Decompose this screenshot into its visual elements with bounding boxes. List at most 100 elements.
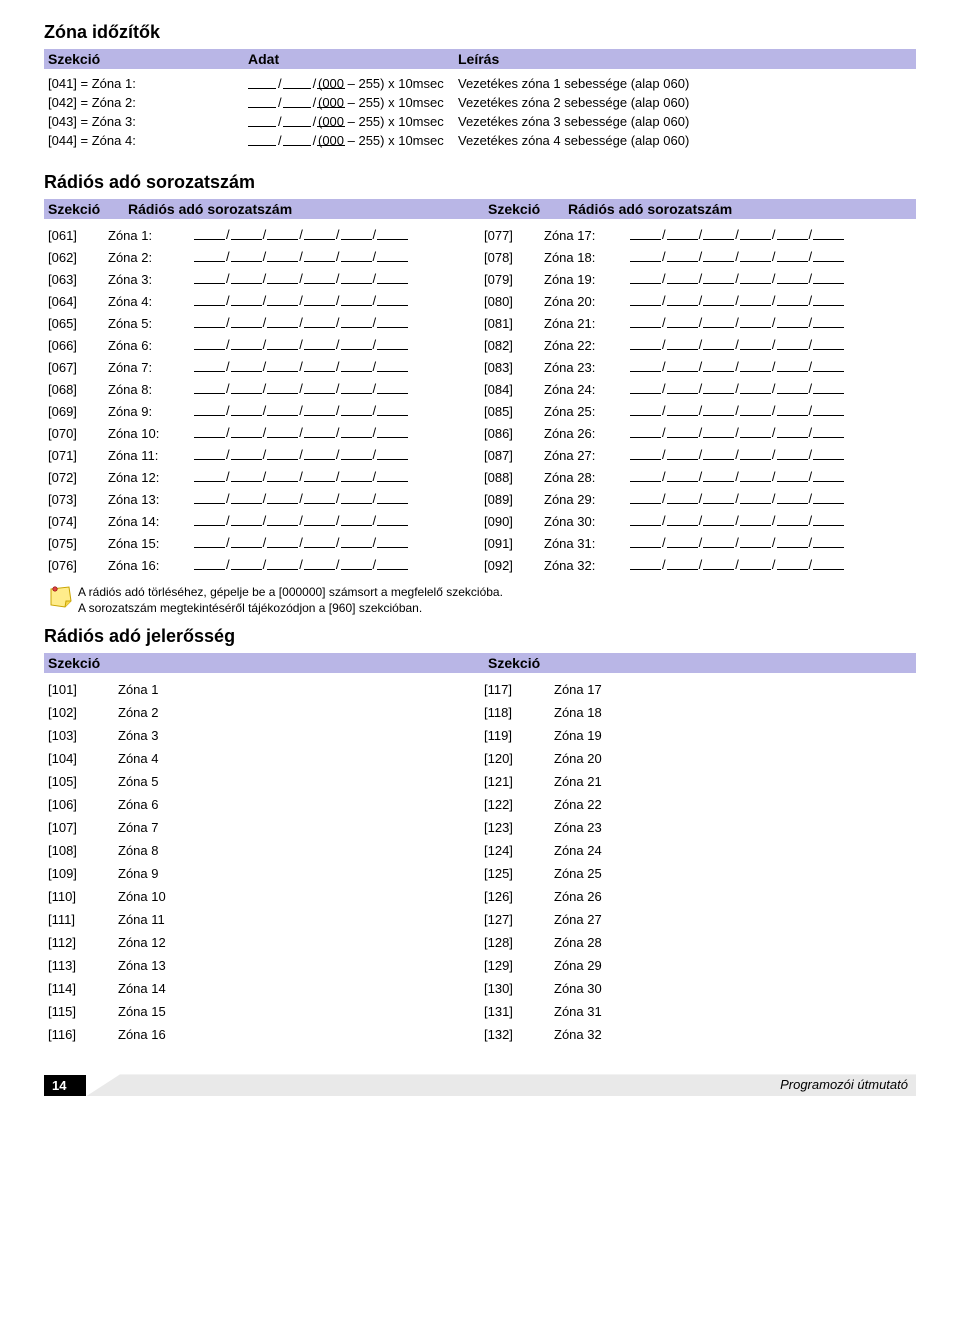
blank-6seg: ///// (630, 403, 844, 418)
hdr-leiras: Leírás (458, 51, 912, 67)
hdr-szekcio-r: Szekció (488, 201, 568, 217)
table-row: [124]Zóna 24 (480, 839, 916, 862)
table-row: [107]Zóna 7 (44, 816, 480, 839)
sorozatszam-header: Szekció Rádiós adó sorozatszám Szekció R… (44, 199, 916, 219)
note-line2: A sorozatszám megtekintéséről tájékozódj… (78, 600, 503, 616)
sec-code: [070] (48, 426, 108, 441)
jelerosseg-header: Szekció Szekció (44, 653, 916, 673)
blank-6seg: ///// (194, 513, 408, 528)
sec-code: [062] (48, 250, 108, 265)
table-row: [119]Zóna 19 (480, 724, 916, 747)
table-row: [108]Zóna 8 (44, 839, 480, 862)
note: A rádiós adó törléséhez, gépelje be a [0… (48, 584, 916, 616)
sorozatszam-table: Szekció Rádiós adó sorozatszám Szekció R… (44, 199, 916, 576)
sec-code: [118] (484, 705, 554, 720)
table-row: [066]Zóna 6:///// (44, 334, 480, 356)
blank-6seg: ///// (630, 359, 844, 374)
table-row: [087]Zóna 27:///// (480, 444, 916, 466)
sec-code: [113] (48, 958, 118, 973)
hdr-szekcio-jl: Szekció (48, 655, 488, 671)
zona-label: Zóna 6 (118, 797, 476, 812)
blank-6seg: ///// (194, 447, 408, 462)
zona-label: Zóna 24 (554, 843, 912, 858)
zona-label: Zóna 3 (118, 728, 476, 743)
table-row: [062]Zóna 2:///// (44, 246, 480, 268)
sec-code: [126] (484, 889, 554, 904)
desc: Vezetékes zóna 1 sebessége (alap 060) (458, 76, 912, 91)
sec-code: [127] (484, 912, 554, 927)
sec-code: [075] (48, 536, 108, 551)
sec-code: [088] (484, 470, 544, 485)
range-label: (000 – 255) x 10msec (318, 133, 458, 148)
table-row: [081]Zóna 21:///// (480, 312, 916, 334)
blank-6seg: ///// (194, 249, 408, 264)
sec-code: [105] (48, 774, 118, 789)
zona-label: Zóna 21 (554, 774, 912, 789)
blank-6seg: ///// (630, 381, 844, 396)
zona-label: Zóna 14: (108, 514, 194, 529)
sec-code: [111] (48, 912, 118, 927)
zona-label: Zóna 17 (554, 682, 912, 697)
table-row: [131]Zóna 31 (480, 1000, 916, 1023)
hdr-col-l: Rádiós adó sorozatszám (128, 201, 488, 217)
zona-label: Zóna 3: (108, 272, 194, 287)
jelerosseg-table: Szekció Szekció [101]Zóna 1[102]Zóna 2[1… (44, 653, 916, 1046)
table-row: [120]Zóna 20 (480, 747, 916, 770)
sec-code: [119] (484, 728, 554, 743)
table-row: [122]Zóna 22 (480, 793, 916, 816)
sec-code: [072] (48, 470, 108, 485)
blank-6seg: ///// (630, 447, 844, 462)
zona-label: Zóna 28 (554, 935, 912, 950)
sec-code: [128] (484, 935, 554, 950)
blank-6seg: ///// (630, 491, 844, 506)
table-row: [077]Zóna 17:///// (480, 224, 916, 246)
table-row: [116]Zóna 16 (44, 1023, 480, 1046)
table-row: [042] = Zóna 2://(000 – 255) x 10msecVez… (44, 93, 916, 112)
blank-6seg: ///// (194, 491, 408, 506)
zona-label: Zóna 11: (108, 448, 194, 463)
sec-code: [091] (484, 536, 544, 551)
table-row: [071]Zóna 11:///// (44, 444, 480, 466)
table-row: [106]Zóna 6 (44, 793, 480, 816)
hdr-szekcio: Szekció (48, 51, 248, 67)
blank-6seg: ///// (630, 557, 844, 572)
desc: Vezetékes zóna 3 sebessége (alap 060) (458, 114, 912, 129)
range-label: (000 – 255) x 10msec (318, 76, 458, 91)
zona-label: Zóna 23 (554, 820, 912, 835)
table-row: [061]Zóna 1:///// (44, 224, 480, 246)
sec-code: [108] (48, 843, 118, 858)
zona-label: Zóna 9 (118, 866, 476, 881)
table-row: [101]Zóna 1 (44, 678, 480, 701)
zona-label: Zóna 28: (544, 470, 630, 485)
blank-6seg: ///// (630, 337, 844, 352)
blank-6seg: ///// (630, 271, 844, 286)
sec-code: [129] (484, 958, 554, 973)
zona-label: Zóna 19 (554, 728, 912, 743)
table-row: [113]Zóna 13 (44, 954, 480, 977)
sec-code: [073] (48, 492, 108, 507)
zona-label: Zóna 32 (554, 1027, 912, 1042)
sec-code: [085] (484, 404, 544, 419)
range-label: (000 – 255) x 10msec (318, 95, 458, 110)
table-row: [088]Zóna 28:///// (480, 466, 916, 488)
table-row: [118]Zóna 18 (480, 701, 916, 724)
table-row: [082]Zóna 22:///// (480, 334, 916, 356)
table-row: [114]Zóna 14 (44, 977, 480, 1000)
zona-label: Zóna 7 (118, 820, 476, 835)
blank-6seg: ///// (194, 227, 408, 242)
blank-6seg: ///// (194, 469, 408, 484)
zona-label: Zóna 1: (108, 228, 194, 243)
table-row: [085]Zóna 25:///// (480, 400, 916, 422)
zona-label: Zóna 20 (554, 751, 912, 766)
zona-label: Zóna 18: (544, 250, 630, 265)
sec-code: [071] (48, 448, 108, 463)
table-row: [121]Zóna 21 (480, 770, 916, 793)
sec-code: [120] (484, 751, 554, 766)
table-row: [102]Zóna 2 (44, 701, 480, 724)
table-row: [112]Zóna 12 (44, 931, 480, 954)
table-row: [080]Zóna 20:///// (480, 290, 916, 312)
blank-6seg: ///// (194, 337, 408, 352)
table-row: [083]Zóna 23:///// (480, 356, 916, 378)
zona-label: Zóna 2 (118, 705, 476, 720)
sec-code: [089] (484, 492, 544, 507)
